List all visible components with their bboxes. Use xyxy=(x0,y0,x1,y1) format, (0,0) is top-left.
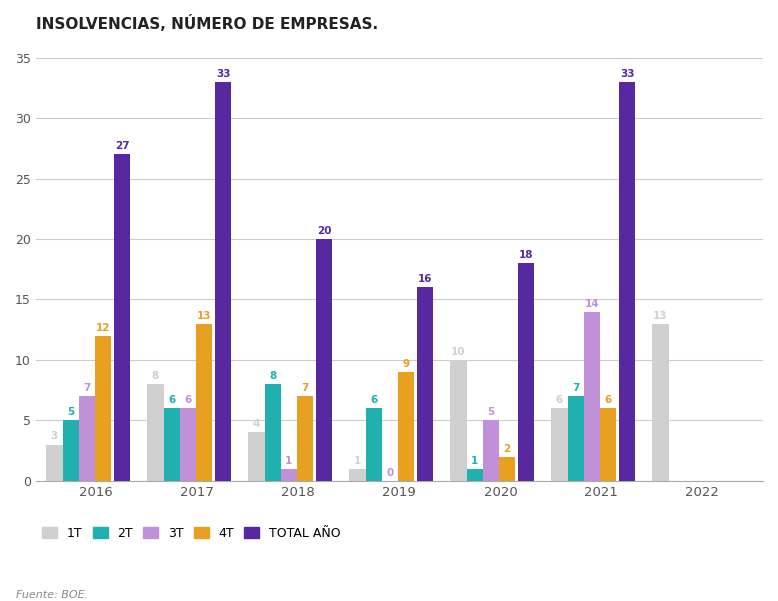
Bar xyxy=(265,384,281,481)
Text: 33: 33 xyxy=(620,69,634,79)
Text: 1: 1 xyxy=(354,456,361,466)
Bar xyxy=(147,384,163,481)
Bar xyxy=(349,469,366,481)
Text: 7: 7 xyxy=(83,383,90,393)
Text: 5: 5 xyxy=(67,407,74,417)
Text: 33: 33 xyxy=(216,69,230,79)
Bar xyxy=(653,324,668,481)
Legend: 1T, 2T, 3T, 4T, TOTAL AÑO: 1T, 2T, 3T, 4T, TOTAL AÑO xyxy=(42,527,341,540)
Text: 4: 4 xyxy=(253,419,260,429)
Bar xyxy=(499,457,515,481)
Bar xyxy=(248,433,265,481)
Text: 9: 9 xyxy=(402,359,409,369)
Bar xyxy=(95,336,111,481)
Text: 7: 7 xyxy=(301,383,309,393)
Text: 6: 6 xyxy=(370,395,377,405)
Text: 1: 1 xyxy=(471,456,478,466)
Bar xyxy=(600,408,616,481)
Bar xyxy=(47,445,62,481)
Bar xyxy=(482,420,499,481)
Text: 10: 10 xyxy=(451,347,466,357)
Bar xyxy=(366,408,382,481)
Bar xyxy=(215,82,231,481)
Bar xyxy=(62,420,79,481)
Bar xyxy=(417,287,433,481)
Text: 3: 3 xyxy=(51,432,58,442)
Text: 6: 6 xyxy=(555,395,563,405)
Text: INSOLVENCIAS, NÚMERO DE EMPRESAS.: INSOLVENCIAS, NÚMERO DE EMPRESAS. xyxy=(36,15,378,32)
Text: 5: 5 xyxy=(487,407,494,417)
Text: 1: 1 xyxy=(286,456,293,466)
Bar xyxy=(163,408,180,481)
Text: 14: 14 xyxy=(584,299,599,308)
Bar xyxy=(567,396,584,481)
Text: 13: 13 xyxy=(197,311,211,320)
Bar xyxy=(467,469,482,481)
Text: 6: 6 xyxy=(184,395,191,405)
Bar xyxy=(79,396,95,481)
Bar xyxy=(450,360,467,481)
Bar xyxy=(584,311,600,481)
Text: 6: 6 xyxy=(168,395,175,405)
Bar xyxy=(316,239,332,481)
Text: 27: 27 xyxy=(115,141,129,151)
Text: 6: 6 xyxy=(605,395,612,405)
Bar xyxy=(518,263,534,481)
Text: 20: 20 xyxy=(317,226,331,236)
Text: 12: 12 xyxy=(96,323,110,333)
Text: 13: 13 xyxy=(654,311,668,320)
Text: 0: 0 xyxy=(386,468,394,478)
Text: 8: 8 xyxy=(152,371,159,381)
Bar xyxy=(398,372,414,481)
Bar xyxy=(297,396,313,481)
Text: Fuente: BOE.: Fuente: BOE. xyxy=(16,590,88,600)
Text: 7: 7 xyxy=(572,383,580,393)
Bar xyxy=(619,82,635,481)
Bar xyxy=(281,469,297,481)
Bar xyxy=(114,154,130,481)
Text: 18: 18 xyxy=(519,250,534,260)
Bar xyxy=(552,408,567,481)
Text: 2: 2 xyxy=(503,444,510,454)
Text: 8: 8 xyxy=(269,371,276,381)
Bar xyxy=(196,324,212,481)
Bar xyxy=(180,408,196,481)
Text: 16: 16 xyxy=(418,275,433,284)
